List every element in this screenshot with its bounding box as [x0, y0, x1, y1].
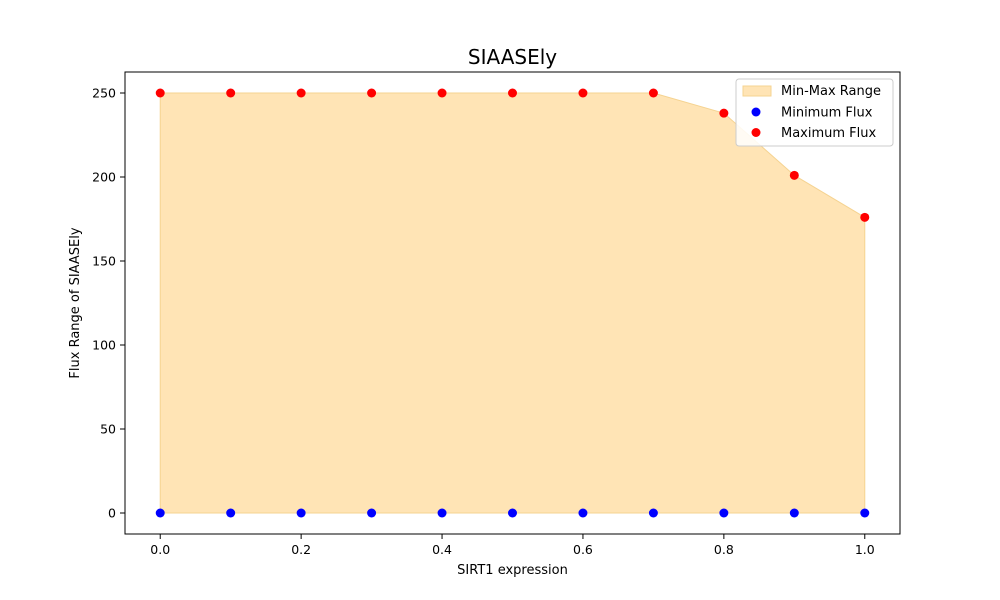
points-layer — [155, 88, 870, 518]
data-point — [296, 88, 306, 98]
data-point — [860, 212, 870, 222]
data-point — [860, 508, 870, 518]
data-point — [719, 508, 729, 518]
data-point — [437, 88, 447, 98]
legend-label-maximum-flux: Maximum Flux — [781, 126, 877, 141]
data-point — [226, 88, 236, 98]
data-point — [789, 170, 799, 180]
data-point — [578, 88, 588, 98]
data-point — [648, 508, 658, 518]
y-axis-label: Flux Range of SIAASEly — [68, 227, 83, 378]
data-point — [367, 508, 377, 518]
legend-box — [735, 78, 894, 147]
plot-frame — [124, 71, 901, 535]
data-point — [437, 508, 447, 518]
data-point — [578, 508, 588, 518]
data-point — [296, 508, 306, 518]
y-tick-label: 50 — [100, 422, 116, 437]
x-tick-label: 0.6 — [573, 542, 593, 557]
y-tick-label: 200 — [92, 170, 116, 185]
data-point — [155, 88, 165, 98]
data-point — [508, 508, 517, 518]
data-point — [508, 88, 517, 98]
min-max-range-area — [159, 92, 866, 514]
data-point — [648, 88, 658, 98]
y-axis: 0 50 100 150 200 250 — [92, 86, 125, 521]
data-point — [367, 88, 377, 98]
y-tick-label: 0 — [108, 506, 116, 521]
chart-title: SIAASEly — [468, 45, 557, 69]
y-tick-label: 150 — [92, 254, 116, 269]
fill-layer — [159, 92, 866, 514]
x-tick-label: 0.2 — [291, 542, 311, 557]
legend-marker-minimum-flux — [751, 107, 761, 117]
legend-marker-maximum-flux — [751, 128, 761, 137]
x-tick-label: 1.0 — [855, 542, 875, 557]
legend-label-min-max-range: Min-Max Range — [781, 84, 881, 99]
data-point — [719, 108, 729, 118]
y-tick-label: 100 — [92, 338, 116, 353]
data-point — [226, 508, 236, 518]
data-point — [155, 508, 165, 518]
x-axis: 0.0 0.2 0.4 0.6 0.8 1.0 — [150, 534, 875, 557]
data-point — [789, 508, 799, 518]
series-maximum-flux — [155, 88, 870, 222]
x-tick-label: 0.8 — [714, 542, 734, 557]
legend-label-minimum-flux: Minimum Flux — [781, 106, 873, 121]
x-axis-label: SIRT1 expression — [457, 563, 568, 578]
x-tick-label: 0.0 — [150, 542, 170, 557]
series-minimum-flux — [155, 508, 870, 518]
legend: Min-Max Range Minimum Flux Maximum Flux — [735, 78, 894, 147]
x-tick-label: 0.4 — [432, 542, 452, 557]
legend-swatch-min-max-range — [742, 85, 772, 97]
y-tick-label: 250 — [92, 86, 116, 101]
